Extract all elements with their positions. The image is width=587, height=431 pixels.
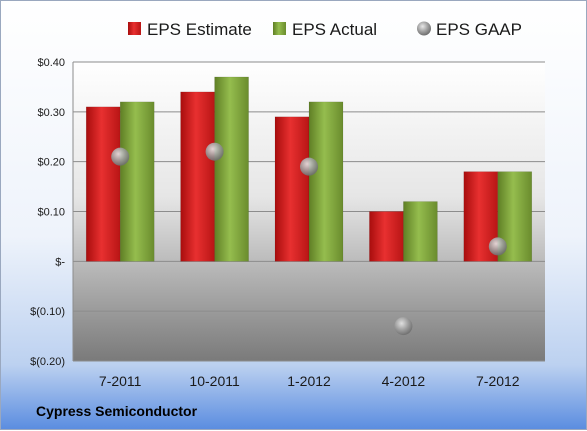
bar-eps-actual (214, 76, 249, 262)
x-tick-label: 7-2012 (476, 373, 520, 389)
gaap-point (394, 317, 413, 336)
bar-eps-actual (119, 101, 155, 262)
x-tick-label: 7-2011 (99, 373, 142, 389)
bar-eps-estimate (180, 91, 215, 262)
bar-eps-actual (403, 201, 438, 262)
bar-eps-estimate (369, 211, 404, 262)
legend-label: EPS Estimate (147, 20, 252, 39)
y-tick-label: $(0.10) (30, 306, 65, 318)
legend-swatch-eps-estimate (128, 22, 141, 35)
x-tick-label: 4-2012 (382, 373, 426, 389)
x-tick-label: 1-2012 (287, 373, 331, 389)
bar-eps-actual (308, 101, 344, 262)
legend: EPS Estimate EPS Actual EPS GAAP (128, 20, 522, 39)
y-tick-label: $0.20 (37, 157, 65, 169)
gaap-point (300, 157, 318, 176)
y-tick-label: $0.30 (37, 107, 65, 119)
gaap-point (111, 147, 130, 166)
bar-eps-estimate (85, 106, 121, 262)
y-tick-label: $(0.20) (30, 356, 65, 368)
y-tick-label: $- (55, 256, 65, 268)
gaap-point (488, 237, 507, 256)
legend-label: EPS Actual (292, 20, 377, 39)
legend-label: EPS GAAP (436, 20, 522, 39)
bars (85, 76, 533, 262)
x-tick-label: 10-2011 (189, 373, 240, 389)
y-tick-label: $0.40 (37, 57, 65, 69)
y-axis: $0.40 $0.30 $0.20 $0.10 $- $(0.10) $(0.20) (30, 57, 74, 368)
legend-swatch-eps-actual (273, 22, 286, 35)
y-tick-label: $0.10 (37, 207, 65, 219)
bar-eps-estimate (274, 116, 310, 262)
x-axis: 7-2011 10-2011 1-2012 4-2012 7-2012 (99, 373, 520, 389)
gaap-points (111, 142, 507, 336)
gaap-point (205, 142, 224, 161)
company-name: Cypress Semiconductor (36, 403, 198, 419)
legend-swatch-eps-gaap (417, 21, 431, 36)
